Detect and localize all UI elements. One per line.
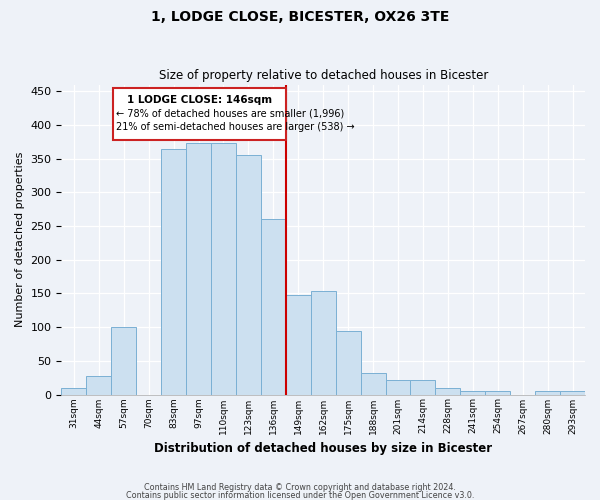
- Bar: [386, 380, 410, 394]
- Bar: [485, 391, 510, 394]
- Bar: [410, 380, 436, 394]
- Bar: [111, 327, 136, 394]
- Bar: [161, 148, 186, 394]
- Bar: [436, 388, 460, 394]
- X-axis label: Distribution of detached houses by size in Bicester: Distribution of detached houses by size …: [154, 442, 492, 455]
- Text: 1 LODGE CLOSE: 146sqm: 1 LODGE CLOSE: 146sqm: [127, 94, 272, 104]
- Bar: [186, 143, 211, 395]
- Bar: [86, 376, 111, 394]
- Bar: [261, 220, 286, 394]
- Text: 21% of semi-detached houses are larger (538) →: 21% of semi-detached houses are larger (…: [116, 122, 355, 132]
- Text: 1, LODGE CLOSE, BICESTER, OX26 3TE: 1, LODGE CLOSE, BICESTER, OX26 3TE: [151, 10, 449, 24]
- Bar: [460, 391, 485, 394]
- Bar: [335, 330, 361, 394]
- Title: Size of property relative to detached houses in Bicester: Size of property relative to detached ho…: [158, 69, 488, 82]
- Bar: [113, 88, 286, 140]
- Y-axis label: Number of detached properties: Number of detached properties: [15, 152, 25, 327]
- Bar: [361, 373, 386, 394]
- Text: Contains HM Land Registry data © Crown copyright and database right 2024.: Contains HM Land Registry data © Crown c…: [144, 484, 456, 492]
- Bar: [560, 391, 585, 394]
- Text: Contains public sector information licensed under the Open Government Licence v3: Contains public sector information licen…: [126, 490, 474, 500]
- Bar: [311, 290, 335, 395]
- Bar: [535, 391, 560, 394]
- Bar: [211, 143, 236, 395]
- Bar: [61, 388, 86, 394]
- Bar: [236, 156, 261, 394]
- Text: ← 78% of detached houses are smaller (1,996): ← 78% of detached houses are smaller (1,…: [116, 108, 344, 118]
- Bar: [286, 295, 311, 394]
